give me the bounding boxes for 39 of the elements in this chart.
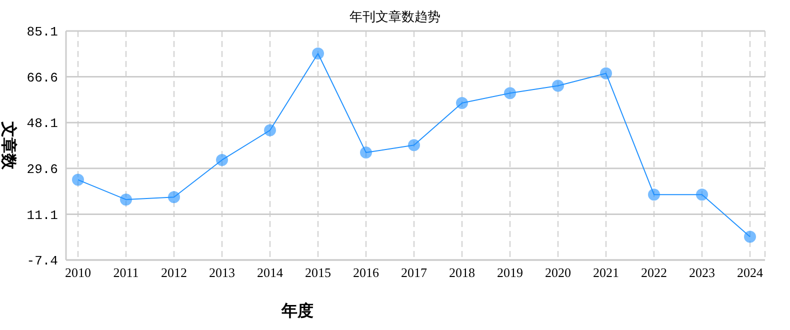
x-tick-label: 2012 bbox=[161, 265, 187, 280]
x-tick-label: 2019 bbox=[497, 265, 523, 280]
x-axis-title: 年度 bbox=[280, 301, 314, 320]
y-tick-label: 11.1 bbox=[26, 208, 58, 223]
point bbox=[600, 67, 612, 80]
y-tick-label: 66.6 bbox=[26, 70, 58, 86]
x-tick-label: 2016 bbox=[353, 265, 380, 280]
point bbox=[552, 80, 564, 92]
y-axis-title: 文章数 bbox=[0, 120, 18, 170]
point bbox=[504, 87, 516, 100]
y-tick-label: -7.4 bbox=[26, 254, 58, 269]
point bbox=[168, 191, 180, 204]
chart-title: 年刊文章数趋势 bbox=[348, 8, 442, 26]
x-tick-label: 2021 bbox=[593, 265, 619, 280]
point bbox=[312, 48, 324, 60]
x-tick-label: 2022 bbox=[641, 265, 667, 280]
y-tick-label: 48.1 bbox=[26, 116, 58, 132]
x-tick-label: 2013 bbox=[209, 265, 235, 280]
x-tick-label: 2015 bbox=[305, 265, 331, 280]
point bbox=[264, 124, 276, 136]
x-tick-label: 2020 bbox=[545, 265, 571, 280]
x-tick-label: 2010 bbox=[65, 265, 91, 280]
x-tick-label: 2014 bbox=[257, 265, 284, 280]
x-tick-label: 2017 bbox=[401, 265, 428, 280]
x-tick-label: 2024 bbox=[737, 265, 764, 280]
y-tick-label: 29.6 bbox=[26, 162, 58, 178]
point bbox=[216, 154, 228, 166]
point bbox=[744, 230, 756, 243]
x-tick-label: 2023 bbox=[689, 265, 715, 280]
point bbox=[360, 146, 372, 159]
point bbox=[648, 188, 660, 201]
x-tick-label: 2018 bbox=[449, 265, 475, 280]
x-tick-label: 2011 bbox=[113, 265, 139, 280]
point bbox=[696, 188, 708, 201]
point bbox=[120, 194, 132, 206]
point bbox=[408, 139, 420, 152]
point bbox=[72, 174, 84, 186]
point bbox=[456, 97, 468, 110]
y-tick-label: 85.1 bbox=[26, 24, 58, 40]
